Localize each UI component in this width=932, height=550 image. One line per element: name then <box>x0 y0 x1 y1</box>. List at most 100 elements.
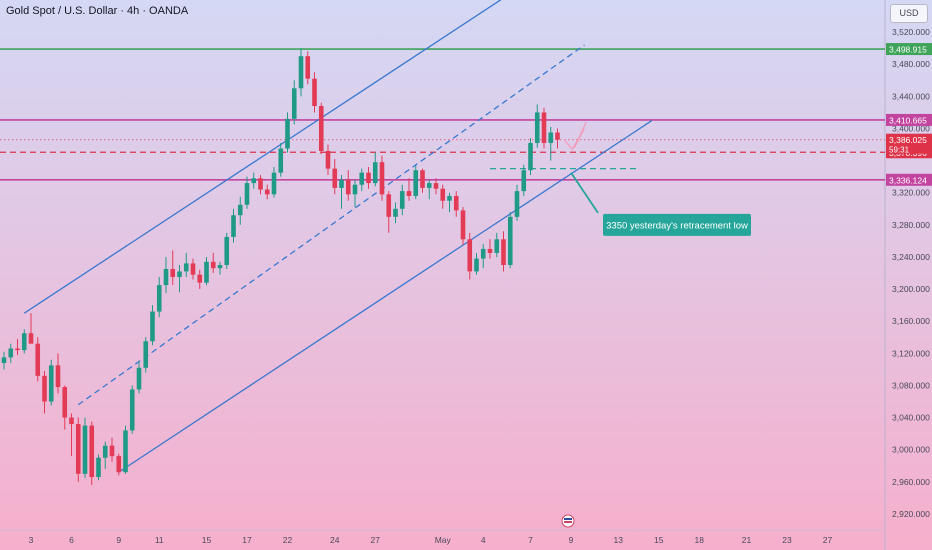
channel-boundary[interactable] <box>118 119 653 473</box>
y-tick-label: 3,240.000 <box>892 252 930 262</box>
price-tag <box>886 133 932 146</box>
candle-body <box>453 195 459 211</box>
candle-body <box>150 311 155 342</box>
candle-body <box>278 148 284 173</box>
x-tick-label: 15 <box>654 535 664 545</box>
candle-body <box>35 343 41 376</box>
y-tick-label: 3,480.000 <box>892 59 930 69</box>
x-tick-label: 7 <box>528 535 533 545</box>
candle-body <box>62 387 68 418</box>
channel-midline[interactable] <box>77 44 585 406</box>
event-flag-icon-stripe <box>564 518 572 520</box>
candle-body <box>399 191 405 209</box>
y-tick-label: 3,200.000 <box>892 284 930 294</box>
candle-body <box>143 341 149 368</box>
candle-body <box>433 183 439 189</box>
candle-body <box>55 365 61 388</box>
y-tick-label: 2,920.000 <box>892 509 930 519</box>
candle-body <box>291 88 297 119</box>
candle-body <box>75 424 81 474</box>
candle-body <box>89 425 95 477</box>
countdown-tag <box>886 144 932 154</box>
candle-body <box>190 263 196 275</box>
y-tick-label: 3,080.000 <box>892 380 930 390</box>
candle-body <box>386 194 392 217</box>
candle-body <box>102 445 108 458</box>
candle-body <box>285 118 290 149</box>
candle-body <box>352 184 358 195</box>
x-tick-label: 18 <box>695 535 705 545</box>
y-tick-label: 3,120.000 <box>892 348 930 358</box>
candle-body <box>366 172 371 184</box>
channel-boundary[interactable] <box>23 0 510 314</box>
candle-body <box>528 142 533 171</box>
candle-body <box>487 248 493 253</box>
y-tick-label: 3,160.000 <box>892 316 930 326</box>
x-tick-label: 27 <box>823 535 833 545</box>
x-tick-label: 17 <box>242 535 252 545</box>
candle-body <box>501 239 506 265</box>
candle-body <box>379 162 385 195</box>
annotation-box[interactable] <box>603 213 751 236</box>
y-tick-label: 3,440.000 <box>892 91 930 101</box>
candle-body <box>123 430 128 473</box>
candle-body <box>332 168 338 188</box>
candle-body <box>339 179 344 188</box>
price-tag-label: 3,386.025 <box>889 135 927 145</box>
x-tick-label: 23 <box>782 535 792 545</box>
candle-body <box>116 456 122 473</box>
candle-body <box>548 132 554 143</box>
candle-body <box>96 457 101 477</box>
x-tick-label: 4 <box>481 535 486 545</box>
projection-path[interactable] <box>563 121 587 151</box>
candle-body <box>345 179 351 195</box>
candle-body <box>204 261 209 283</box>
price-tag <box>886 173 932 186</box>
candle-body <box>318 106 324 151</box>
candle-body <box>177 271 182 278</box>
candle-body <box>21 333 27 351</box>
candle-body <box>264 189 270 195</box>
candle-body <box>372 162 378 184</box>
candle-body <box>460 210 466 240</box>
candle-body <box>1 357 7 363</box>
candle-body <box>440 188 446 201</box>
candle-body <box>393 208 398 217</box>
candle-body <box>312 78 317 106</box>
y-tick-label: 3,400.000 <box>892 123 930 133</box>
candle-body <box>15 348 20 351</box>
candle-body <box>217 265 223 269</box>
annotation-text: 3350 yesterday's retracement low <box>606 220 748 231</box>
candle-body <box>480 248 486 259</box>
x-tick-label: 24 <box>330 535 340 545</box>
candle-body <box>224 236 230 265</box>
candle-body <box>521 170 527 192</box>
candle-body <box>82 425 88 474</box>
candle-body <box>28 333 34 344</box>
candle-body <box>129 389 135 431</box>
y-tick-label: 3,000.000 <box>892 445 930 455</box>
price-tag <box>886 43 932 56</box>
candle-body <box>109 445 115 457</box>
candle-body <box>305 56 311 79</box>
x-tick-label: 3 <box>29 535 34 545</box>
price-tag <box>886 113 932 126</box>
candle-body <box>183 263 189 272</box>
x-tick-label: 15 <box>202 535 212 545</box>
x-tick-label: 21 <box>742 535 752 545</box>
candle-body <box>514 191 520 217</box>
candle-body <box>231 215 236 237</box>
candle-body <box>467 239 473 272</box>
candle-body <box>163 269 169 286</box>
candle-body <box>541 112 547 143</box>
currency-selector-button[interactable]: USD <box>890 4 928 23</box>
candle-body <box>237 204 243 216</box>
candle-body <box>69 417 74 424</box>
candle-body <box>271 172 277 195</box>
candle-body <box>156 285 162 312</box>
candle-body <box>507 216 513 265</box>
y-tick-label: 3,320.000 <box>892 188 930 198</box>
